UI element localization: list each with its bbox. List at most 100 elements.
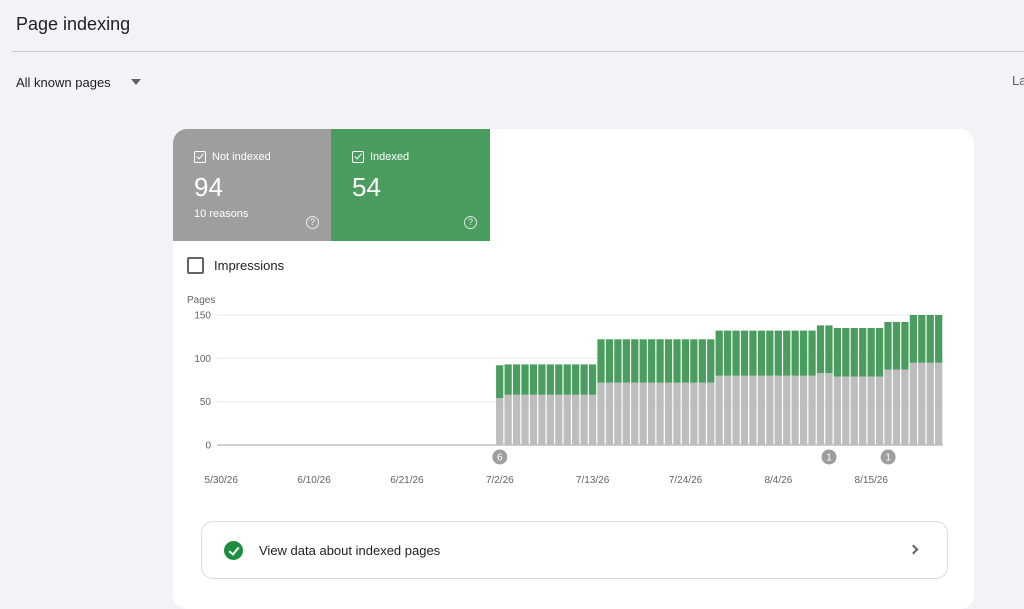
bar-segment bbox=[850, 376, 858, 445]
x-tick-label: 6/21/26 bbox=[390, 475, 424, 486]
bar-segment bbox=[766, 375, 774, 445]
bar-segment bbox=[546, 394, 554, 445]
bar-segment bbox=[774, 330, 782, 376]
bar-segment bbox=[833, 376, 841, 445]
bar-segment bbox=[673, 382, 681, 445]
indexed-tile[interactable]: Indexed 54 ? bbox=[331, 129, 490, 241]
y-tick-label: 100 bbox=[194, 354, 211, 365]
bar-segment bbox=[546, 364, 554, 395]
bar-segment bbox=[884, 321, 892, 370]
view-indexed-pages-link[interactable]: View data about indexed pages bbox=[201, 521, 948, 579]
bar-segment bbox=[740, 330, 749, 376]
bar-segment bbox=[504, 394, 512, 445]
y-tick-label: 150 bbox=[194, 311, 211, 322]
bar-segment bbox=[867, 376, 875, 445]
bar-segment bbox=[521, 394, 529, 445]
x-tick-label: 7/2/26 bbox=[486, 475, 514, 486]
bar-segment bbox=[529, 394, 538, 445]
tile-value: 54 bbox=[352, 172, 381, 202]
checkbox-unchecked-icon[interactable] bbox=[187, 256, 204, 274]
bar-segment bbox=[757, 375, 766, 445]
header-divider bbox=[12, 51, 1024, 52]
y-axis-label: Pages bbox=[187, 295, 215, 306]
caret-down-icon bbox=[130, 79, 141, 85]
bar-segment bbox=[681, 339, 690, 383]
bar-segment bbox=[842, 328, 850, 377]
bar-segment bbox=[791, 375, 799, 445]
bar-segment bbox=[850, 328, 858, 377]
bar-segment bbox=[892, 369, 901, 445]
tile-label: Indexed bbox=[370, 151, 410, 163]
annotation-marker bbox=[821, 449, 837, 465]
tile-label: Not indexed bbox=[212, 151, 271, 163]
header: Page indexing bbox=[0, 0, 1024, 52]
x-tick-label: 7/24/26 bbox=[669, 475, 703, 486]
tile-subtext: 10 reasons bbox=[194, 208, 249, 220]
bar-segment bbox=[648, 339, 656, 383]
bar-segment bbox=[664, 382, 673, 445]
bar-segment bbox=[875, 328, 884, 377]
annotation-label: 1 bbox=[885, 453, 891, 464]
bar-segment bbox=[631, 339, 639, 383]
x-tick-label: 6/10/26 bbox=[297, 475, 331, 486]
bar-segment bbox=[512, 364, 521, 395]
bar-segment bbox=[656, 382, 664, 445]
bar-segment bbox=[707, 382, 715, 445]
bar-segment bbox=[555, 364, 563, 395]
bar-segment bbox=[681, 382, 690, 445]
bar-segment bbox=[622, 382, 630, 445]
impressions-toggle[interactable]: Impressions bbox=[187, 256, 284, 274]
bar-segment bbox=[597, 339, 605, 383]
bar-segment bbox=[664, 339, 673, 383]
bar-segment bbox=[512, 394, 521, 445]
bar-segment bbox=[538, 364, 546, 395]
bar-segment bbox=[909, 362, 917, 445]
bar-segment bbox=[572, 394, 580, 445]
bar-segment bbox=[563, 364, 571, 395]
bar-segment bbox=[740, 375, 749, 445]
bar-segment bbox=[918, 362, 926, 445]
pages-filter-dropdown[interactable]: All known pages bbox=[16, 72, 141, 92]
bar-segment bbox=[622, 339, 630, 383]
bar-segment bbox=[816, 325, 825, 374]
bar-segment bbox=[690, 382, 698, 445]
pages-chart: Pages 0 50 100 150 6 1 1 5/30/26 6/10/26 6/21/26 7/… bbox=[187, 295, 943, 486]
bar-segment bbox=[799, 375, 808, 445]
bar-segment bbox=[724, 375, 732, 445]
bar-segment bbox=[783, 375, 791, 445]
bar-segment bbox=[588, 394, 597, 445]
bar-segment bbox=[833, 328, 841, 377]
bar-segment bbox=[901, 321, 909, 370]
bar-segment bbox=[842, 376, 850, 445]
bar-segment bbox=[926, 315, 934, 363]
bar-segment bbox=[918, 315, 926, 363]
chevron-right-icon bbox=[908, 544, 919, 555]
bar-segment bbox=[808, 330, 816, 376]
bar-segment bbox=[580, 394, 588, 445]
help-icon[interactable]: ? bbox=[464, 216, 477, 229]
bar-segment bbox=[673, 339, 681, 383]
check-circle-icon bbox=[224, 541, 243, 560]
bar-segment bbox=[715, 375, 723, 445]
annotation-label: 6 bbox=[497, 453, 503, 464]
tile-value: 94 bbox=[194, 172, 223, 202]
bar-segment bbox=[698, 339, 706, 383]
bar-segment bbox=[690, 339, 698, 383]
bar-segment bbox=[639, 339, 647, 383]
annotation-label: 1 bbox=[826, 453, 832, 464]
bar-segment bbox=[749, 330, 757, 376]
bar-segment bbox=[555, 394, 563, 445]
checkbox-checked-icon bbox=[352, 151, 364, 163]
x-tick-label: 5/30/26 bbox=[205, 475, 239, 486]
bar-segment bbox=[698, 382, 706, 445]
x-tick-label: 8/15/26 bbox=[855, 475, 889, 486]
bar-segment bbox=[605, 382, 614, 445]
not-indexed-tile[interactable]: Not indexed 94 10 reasons ? bbox=[173, 129, 331, 241]
x-tick-label: 7/13/26 bbox=[576, 475, 610, 486]
bar-segment bbox=[614, 382, 622, 445]
bar-segment bbox=[521, 364, 529, 395]
bar-segment bbox=[799, 330, 808, 376]
bar-segment bbox=[724, 330, 732, 376]
help-icon[interactable]: ? bbox=[306, 216, 319, 229]
impressions-label: Impressions bbox=[214, 257, 285, 273]
